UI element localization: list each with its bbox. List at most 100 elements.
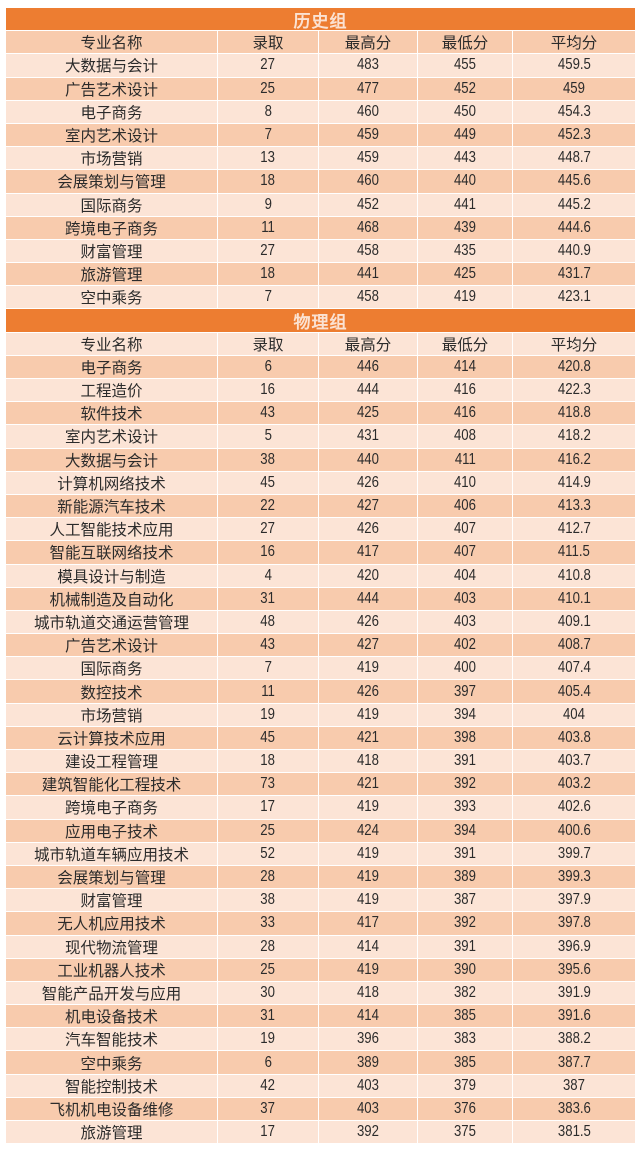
cell-text: 现代物流管理: [64, 938, 158, 957]
table-cell: 31: [218, 587, 319, 610]
table-cell: 391: [418, 842, 513, 865]
table-row: 数控技术 11 426 397 405.4: [6, 680, 635, 704]
table-cell: 48: [218, 610, 319, 634]
table-cell: 382: [418, 981, 513, 1005]
cell-text: 广告艺术设计: [64, 637, 158, 656]
table-cell: 446: [319, 355, 418, 378]
table-cell: 387: [418, 889, 513, 912]
column-header: 专业名称: [6, 332, 218, 355]
table-cell: 27: [218, 518, 319, 541]
cell-text: 410.8: [557, 566, 591, 584]
table-cell: 27: [218, 54, 319, 77]
table-cell: 智能控制技术: [6, 1074, 218, 1097]
cell-text: 403.7: [557, 752, 591, 770]
table-cell: 390: [418, 958, 513, 981]
cell-text: 402: [454, 636, 476, 654]
cell-text: 9: [264, 195, 272, 213]
table-row: 人工智能技术应用 27 426 407 412.7: [6, 518, 635, 542]
cell-text: 391: [454, 752, 476, 770]
table-row: 无人机应用技术 33 417 392 397.8: [6, 912, 635, 936]
cell-text: 403: [454, 612, 476, 630]
table-cell: 33: [218, 912, 319, 935]
table-cell: 408: [418, 425, 513, 448]
cell-text: 智能互联网络技术: [49, 544, 174, 563]
cell-text: 31: [260, 1007, 276, 1025]
table-cell: 389: [418, 865, 513, 889]
table-cell: 421: [319, 773, 418, 796]
cell-text: 无人机应用技术: [57, 915, 166, 934]
table-cell: 383: [418, 1028, 513, 1051]
cell-text: 414: [357, 937, 379, 955]
table-cell: 389: [319, 1051, 418, 1074]
table-cell: 现代物流管理: [6, 935, 218, 958]
table-cell: 应用电子技术: [6, 819, 218, 842]
table-cell: 416: [418, 379, 513, 402]
cell-text: 458: [357, 241, 379, 259]
cell-text: 403: [357, 1099, 379, 1117]
cell-text: 414: [357, 1007, 379, 1025]
cell-text: 417: [357, 914, 379, 932]
cell-text: 财富管理: [80, 892, 143, 911]
table-cell: 大数据与会计: [6, 54, 218, 77]
cell-text: 跨境电子商务: [64, 219, 158, 238]
table-row: 会展策划与管理 28 419 389 399.3: [6, 865, 635, 890]
cell-text: 43: [260, 404, 276, 422]
table-cell: 飞机机电设备维修: [6, 1097, 218, 1120]
cell-text: 6: [264, 1053, 272, 1071]
cell-text: 381.5: [557, 1123, 591, 1141]
table-cell: 396: [319, 1028, 418, 1051]
table-cell: 443: [418, 147, 513, 170]
table-cell: 399.7: [513, 843, 635, 865]
section-title: 历史组: [6, 8, 635, 32]
table-cell: 广告艺术设计: [6, 77, 218, 100]
cell-text: 28: [260, 868, 276, 886]
table-cell: 392: [319, 1121, 418, 1144]
cell-text: 7: [264, 659, 272, 677]
table-row: 会展策划与管理 18 460 440 445.6: [6, 170, 635, 194]
cell-text: 418.8: [557, 404, 591, 422]
table-row: 城市轨道车辆应用技术 52 419 391 399.7: [6, 842, 635, 866]
table-cell: 电子商务: [6, 100, 218, 123]
table-cell: 391.9: [513, 982, 635, 1004]
table-cell: 404: [513, 704, 635, 726]
cell-text: 394: [454, 705, 476, 723]
table-cell: 16: [218, 541, 319, 564]
table-cell: 424: [319, 819, 418, 842]
table-cell: 25: [218, 77, 319, 100]
cell-text: 397.8: [557, 914, 591, 932]
cell-text: 411: [454, 450, 476, 468]
cell-text: 27: [260, 520, 276, 538]
cell-text: 419: [357, 798, 379, 816]
cell-text: 459: [563, 79, 585, 97]
cell-text: 403: [454, 589, 476, 607]
table-cell: 441: [418, 193, 513, 216]
cell-text: 16: [260, 543, 276, 561]
cell-text: 411.5: [557, 543, 590, 561]
cell-text: 43: [260, 636, 276, 654]
table-cell: 无人机应用技术: [6, 912, 218, 935]
cell-text: 413.3: [557, 497, 591, 515]
cell-text: 18: [260, 172, 276, 190]
table-cell: 财富管理: [6, 889, 218, 912]
table-cell: 417: [319, 912, 418, 935]
cell-text: 73: [260, 775, 276, 793]
table-cell: 383.6: [513, 1098, 635, 1120]
cell-text: 425: [454, 265, 476, 283]
header-row: 专业名称 录取 最高分 最低分 平均分: [6, 31, 635, 55]
cell-text: 27: [260, 241, 276, 259]
table-cell: 400.6: [513, 820, 635, 842]
table-cell: 人工智能技术应用: [6, 518, 218, 541]
table-cell: 11: [218, 216, 319, 239]
table-cell: 旅游管理: [6, 263, 218, 286]
cell-text: 424: [357, 821, 379, 839]
cell-text: 468: [357, 218, 379, 236]
cell-text: 444: [357, 589, 379, 607]
cell-text: 城市轨道车辆应用技术: [33, 845, 189, 864]
cell-text: 419: [357, 659, 379, 677]
column-header: 录取: [218, 332, 319, 355]
table-row: 新能源汽车技术 22 427 406 413.3: [6, 494, 635, 519]
cell-text: 452.3: [557, 126, 591, 144]
table-row: 大数据与会计 38 440 411 416.2: [6, 448, 635, 472]
cell-text: 国际商务: [80, 660, 143, 679]
table-cell: 会展策划与管理: [6, 170, 218, 193]
